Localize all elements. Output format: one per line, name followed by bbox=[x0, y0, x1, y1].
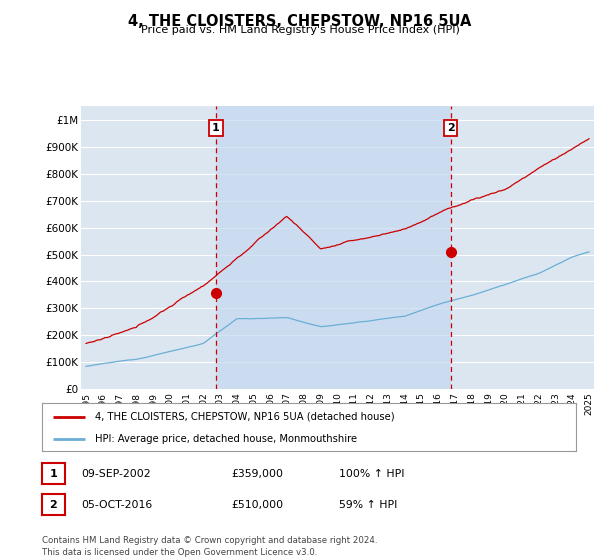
Text: Price paid vs. HM Land Registry's House Price Index (HPI): Price paid vs. HM Land Registry's House … bbox=[140, 25, 460, 35]
Text: 4, THE CLOISTERS, CHEPSTOW, NP16 5UA (detached house): 4, THE CLOISTERS, CHEPSTOW, NP16 5UA (de… bbox=[95, 412, 395, 422]
Text: 2: 2 bbox=[50, 500, 57, 510]
Text: 05-OCT-2016: 05-OCT-2016 bbox=[81, 500, 152, 510]
Text: HPI: Average price, detached house, Monmouthshire: HPI: Average price, detached house, Monm… bbox=[95, 434, 358, 444]
Text: 2: 2 bbox=[447, 123, 455, 133]
Text: Contains HM Land Registry data © Crown copyright and database right 2024.
This d: Contains HM Land Registry data © Crown c… bbox=[42, 536, 377, 557]
Text: £359,000: £359,000 bbox=[231, 469, 283, 479]
Text: 1: 1 bbox=[212, 123, 220, 133]
Bar bbox=[216, 106, 451, 389]
Text: 4, THE CLOISTERS, CHEPSTOW, NP16 5UA: 4, THE CLOISTERS, CHEPSTOW, NP16 5UA bbox=[128, 14, 472, 29]
Text: 1: 1 bbox=[50, 469, 57, 479]
Text: £510,000: £510,000 bbox=[231, 500, 283, 510]
Text: 59% ↑ HPI: 59% ↑ HPI bbox=[339, 500, 397, 510]
Text: 09-SEP-2002: 09-SEP-2002 bbox=[81, 469, 151, 479]
Text: 100% ↑ HPI: 100% ↑ HPI bbox=[339, 469, 404, 479]
